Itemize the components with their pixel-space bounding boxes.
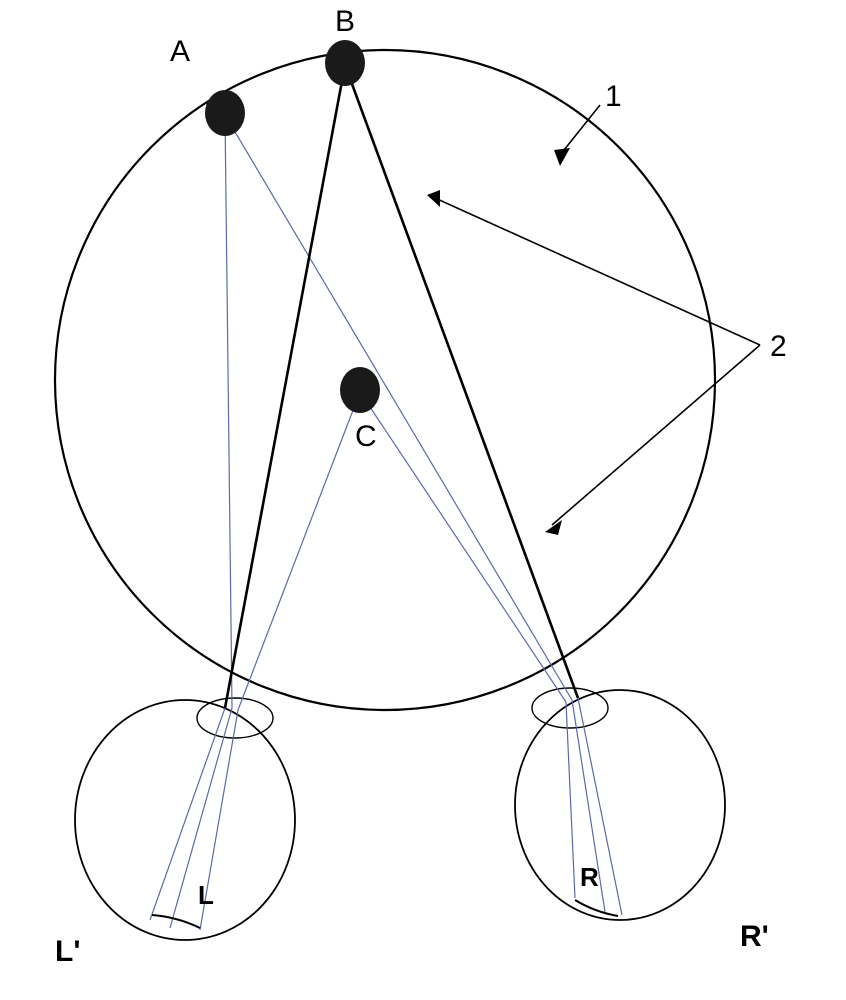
diagram-svg (0, 0, 846, 1000)
label-L: L (198, 880, 214, 911)
dot-B (325, 40, 365, 86)
ray-C-left (238, 392, 360, 710)
callout-1-head (554, 148, 570, 166)
label-two: 2 (770, 330, 787, 364)
callout-2-head-a (427, 190, 440, 207)
label-Rp: R' (740, 920, 769, 954)
ray-A-left (225, 115, 232, 708)
callout-2-line-b (552, 345, 760, 525)
callout-2-line-a (435, 198, 760, 345)
ray-C-right (360, 392, 566, 702)
ray-B-right (345, 65, 578, 698)
large-circle (55, 50, 715, 710)
pupil-right (532, 688, 608, 728)
label-A: A (170, 35, 190, 69)
dot-C (340, 367, 380, 413)
label-Lp: L' (55, 935, 80, 969)
ray-A-right (225, 115, 572, 700)
label-B: B (335, 5, 355, 39)
retina-ray-right-2 (566, 702, 575, 898)
retina-arc-L (152, 915, 200, 928)
eye-right (515, 690, 725, 920)
dot-A (205, 90, 245, 136)
ray-B-left (225, 65, 345, 708)
label-R: R (580, 862, 599, 893)
label-one: 1 (605, 80, 622, 114)
diagram-stage: A B C 1 2 L R L' R' (0, 0, 846, 1000)
label-C: C (355, 420, 377, 454)
callout-2-head-b (545, 520, 562, 535)
retina-arc-R (575, 900, 618, 916)
pupil-left (197, 698, 273, 738)
